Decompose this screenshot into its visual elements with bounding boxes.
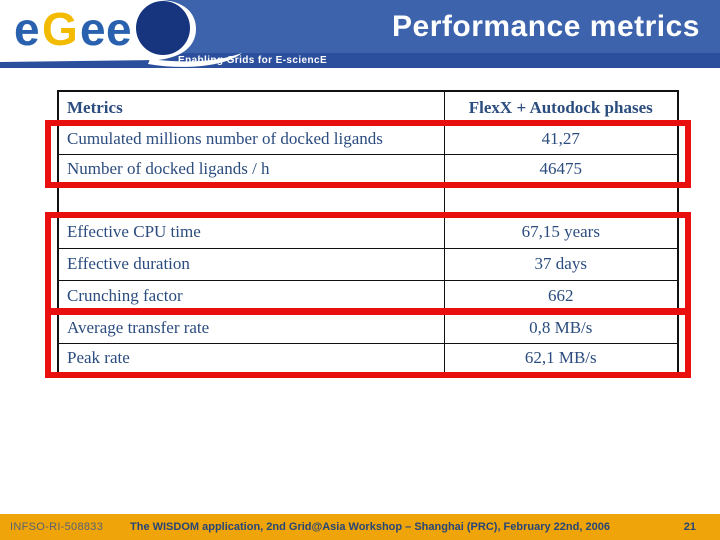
metric-name-cell: Number of docked ligands / h (57, 153, 445, 185)
metric-value-cell: 67,15 years (443, 215, 679, 249)
metric-value-cell: 37 days (443, 247, 679, 281)
metric-name-cell: Effective duration (57, 247, 445, 281)
metric-name-cell: Effective CPU time (57, 215, 445, 249)
footer-bar: INFSO-RI-508833 The WISDOM application, … (0, 514, 720, 540)
page-title: Performance metrics (392, 10, 700, 43)
logo-disc (136, 1, 190, 55)
table-row: Crunching factor 662 (57, 279, 679, 313)
metrics-table-container: Metrics FlexX + Autodock phases Cumulate… (57, 90, 679, 375)
metric-value-cell: 62,1 MB/s (443, 342, 679, 375)
column-header-phases: FlexX + Autodock phases (443, 90, 679, 125)
metric-name-cell: Peak rate (57, 342, 445, 375)
table-row: Number of docked ligands / h 46475 (57, 153, 679, 185)
table-row: Average transfer rate 0,8 MB/s (57, 311, 679, 344)
logo-letter-1: e (14, 3, 40, 55)
metric-value-cell: 0,8 MB/s (443, 311, 679, 344)
egee-tagline: Enabling Grids for E-sciencE (178, 55, 328, 66)
metric-name-cell: Crunching factor (57, 279, 445, 313)
page-number: 21 (683, 521, 696, 533)
egee-logo-icon: e G e e (0, 0, 242, 67)
footer-caption: The WISDOM application, 2nd Grid@Asia Wo… (130, 521, 610, 533)
metric-value-cell (443, 183, 679, 217)
table-row: Peak rate 62,1 MB/s (57, 342, 679, 375)
table-row-empty (57, 183, 679, 217)
table-row: Effective CPU time 67,15 years (57, 215, 679, 249)
logo-letter-4: e (106, 3, 132, 55)
metric-name-cell: Average transfer rate (57, 311, 445, 344)
metric-name-cell (57, 183, 445, 217)
table-row: Cumulated millions number of docked liga… (57, 123, 679, 155)
logo-letter-3: e (80, 3, 106, 55)
metric-value-cell: 662 (443, 279, 679, 313)
table-header-row: Metrics FlexX + Autodock phases (57, 90, 679, 125)
metric-value-cell: 41,27 (443, 123, 679, 155)
column-header-metrics: Metrics (57, 90, 445, 125)
metric-value-cell: 46475 (443, 153, 679, 185)
project-code: INFSO-RI-508833 (10, 521, 104, 533)
metrics-table: Metrics FlexX + Autodock phases Cumulate… (57, 90, 679, 375)
table-row: Effective duration 37 days (57, 247, 679, 281)
metric-name-cell: Cumulated millions number of docked liga… (57, 123, 445, 155)
logo-letter-2: G (42, 3, 78, 55)
